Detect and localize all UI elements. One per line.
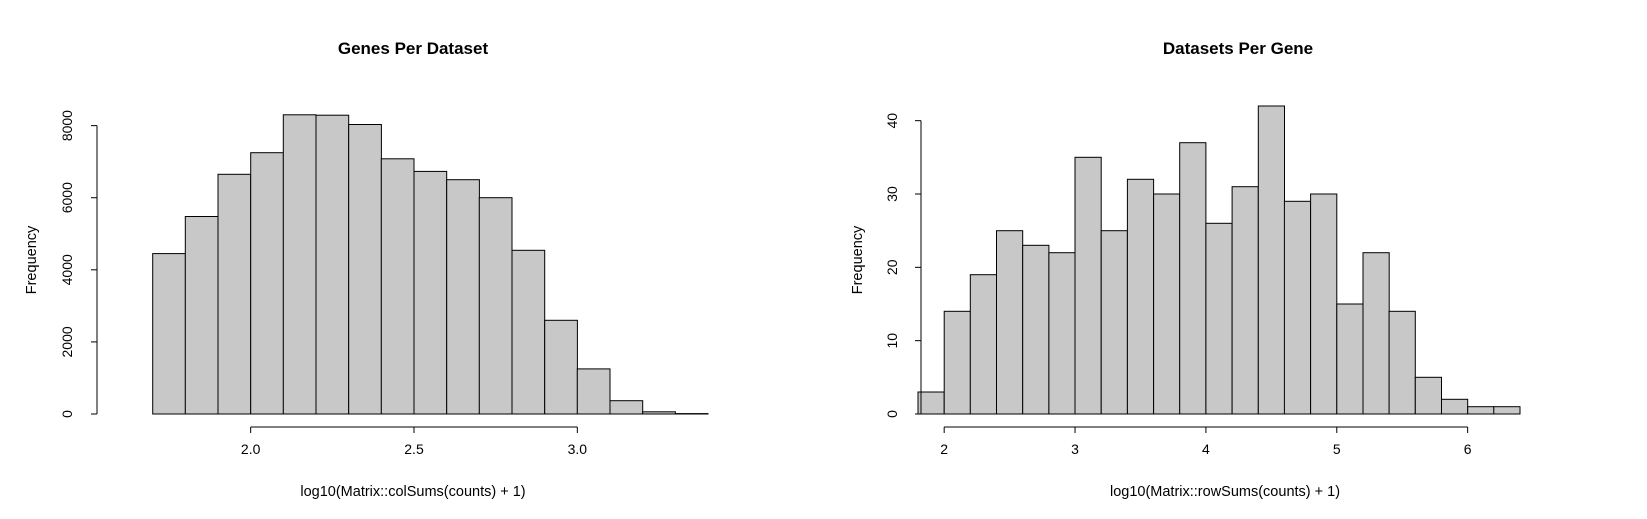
histogram-bar [642,411,676,415]
histogram-bar [1126,178,1155,415]
histogram-bar [943,310,971,415]
y-axis-label: Frequency [850,225,866,294]
histogram-bar [315,114,350,415]
histogram-bar [217,173,252,415]
x-tick-label: 5 [1333,441,1341,457]
y-tick-label: 8000 [59,110,75,141]
histogram-bar [1493,406,1521,415]
y-axis-label: Frequency [24,225,40,294]
histogram-bar [1022,244,1050,415]
histogram-bar [1205,222,1233,415]
histogram-bar [1179,142,1207,415]
histogram-bar [1283,200,1312,415]
histogram-bar [1336,303,1364,415]
x-axis-label: log10(Matrix::rowSums(counts) + 1) [1110,484,1340,500]
histogram-bar [184,216,219,415]
x-tick-label: 2.0 [241,441,261,457]
y-tick-label: 20 [884,259,900,275]
chart-title: Datasets Per Gene [1163,39,1313,58]
bar-group [152,114,709,415]
x-tick-label: 2.5 [404,441,424,457]
histogram-bar [250,152,284,415]
histogram-bar [446,179,480,415]
y-tick-label: 30 [884,186,900,202]
y-tick-label: 2000 [59,326,75,357]
histogram-bar [1467,406,1495,415]
x-tick-label: 3 [1071,441,1079,457]
histogram-bar [1388,310,1416,415]
x-tick-label: 4 [1202,441,1210,457]
histogram-bar [413,170,448,415]
histogram-bar [1153,193,1181,415]
histogram-bar [152,253,186,415]
histogram-bar [1414,376,1443,415]
x-tick-label: 2 [940,441,948,457]
histogram-bar [1441,398,1469,415]
y-tick-label: 10 [884,333,900,349]
x-tick-label: 6 [1464,441,1472,457]
histogram-genes-per-dataset: Genes Per Dataset log10(Matrix::colSums(… [24,39,709,500]
y-tick-label: 6000 [59,182,75,213]
histogram-bar [1257,105,1286,415]
histogram-bar [1310,193,1338,415]
y-tick-label: 40 [884,113,900,129]
y-axis: 0 2000 4000 6000 8000 [59,110,98,418]
histogram-bar [544,319,578,415]
histogram-bar [576,368,611,415]
x-axis: 2 3 4 5 6 [940,426,1472,457]
histogram-bar [996,230,1024,415]
x-axis: 2.0 2.5 3.0 [241,426,588,457]
histogram-bar [1048,252,1076,415]
histogram-bar [348,124,382,415]
histogram-bar [917,391,945,415]
y-axis: 0 10 20 30 40 [884,113,922,418]
x-tick-label: 3.0 [568,441,588,457]
chart-title: Genes Per Dataset [338,39,489,58]
histogram-bar [511,249,546,415]
bar-group [917,105,1521,415]
histogram-bar [1362,252,1390,415]
histogram-datasets-per-gene: Datasets Per Gene log10(Matrix::rowSums(… [850,39,1521,500]
x-axis-label: log10(Matrix::colSums(counts) + 1) [300,484,525,500]
histogram-bar [1231,186,1259,415]
histogram-bar [478,197,513,415]
histogram-bar [282,114,317,415]
histogram-bar [1074,156,1102,415]
y-tick-label: 0 [884,410,900,418]
histogram-bar [1100,230,1128,415]
histogram-bar [969,274,997,415]
y-tick-label: 4000 [59,254,75,285]
histogram-bar [609,400,644,415]
y-tick-label: 0 [59,410,75,418]
histogram-bar [380,158,415,415]
